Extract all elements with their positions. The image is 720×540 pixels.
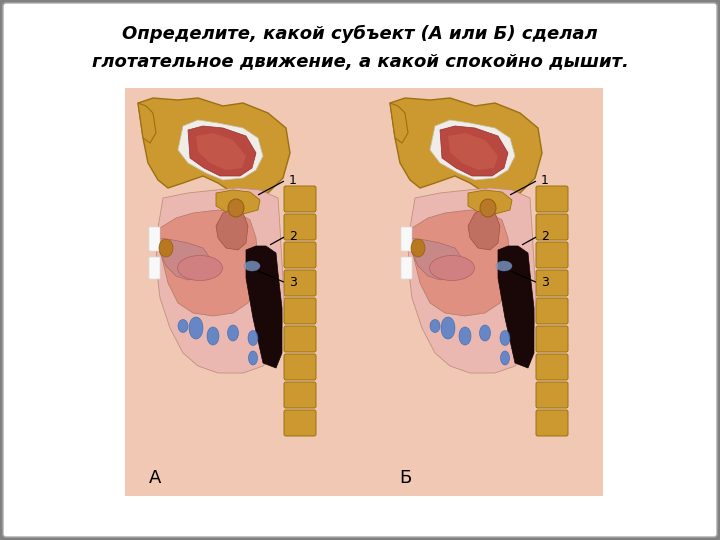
FancyBboxPatch shape <box>149 257 160 279</box>
FancyBboxPatch shape <box>536 242 568 268</box>
Ellipse shape <box>500 330 510 346</box>
Text: 1: 1 <box>289 173 297 186</box>
Polygon shape <box>448 133 498 170</box>
Ellipse shape <box>228 199 244 217</box>
Ellipse shape <box>480 325 490 341</box>
FancyBboxPatch shape <box>401 227 412 251</box>
FancyBboxPatch shape <box>284 242 316 268</box>
FancyBboxPatch shape <box>284 326 316 352</box>
Text: 2: 2 <box>289 230 297 242</box>
Polygon shape <box>430 120 515 180</box>
Polygon shape <box>390 103 408 143</box>
Polygon shape <box>156 238 210 280</box>
Ellipse shape <box>441 317 455 339</box>
Polygon shape <box>160 210 258 316</box>
Ellipse shape <box>459 327 471 345</box>
FancyBboxPatch shape <box>284 410 316 436</box>
Ellipse shape <box>430 255 474 280</box>
Polygon shape <box>412 210 510 316</box>
FancyBboxPatch shape <box>536 354 568 380</box>
Ellipse shape <box>228 325 238 341</box>
Ellipse shape <box>411 239 425 257</box>
Ellipse shape <box>248 330 258 346</box>
Polygon shape <box>468 210 500 250</box>
Text: 1: 1 <box>541 173 549 186</box>
FancyBboxPatch shape <box>284 382 316 408</box>
Polygon shape <box>216 190 260 214</box>
Polygon shape <box>408 238 462 280</box>
FancyBboxPatch shape <box>125 88 603 496</box>
FancyBboxPatch shape <box>536 270 568 296</box>
Ellipse shape <box>248 351 258 365</box>
Polygon shape <box>216 210 248 250</box>
Text: А: А <box>149 469 161 487</box>
FancyBboxPatch shape <box>284 298 316 324</box>
Ellipse shape <box>178 320 188 333</box>
Ellipse shape <box>189 317 203 339</box>
Polygon shape <box>138 103 156 143</box>
Polygon shape <box>196 133 246 170</box>
FancyBboxPatch shape <box>536 298 568 324</box>
Ellipse shape <box>159 239 173 257</box>
Polygon shape <box>188 126 256 176</box>
Ellipse shape <box>500 351 510 365</box>
FancyBboxPatch shape <box>284 354 316 380</box>
FancyBboxPatch shape <box>536 410 568 436</box>
FancyBboxPatch shape <box>536 326 568 352</box>
Text: глотательное движение, а какой спокойно дышит.: глотательное движение, а какой спокойно … <box>91 53 629 71</box>
FancyBboxPatch shape <box>401 257 412 279</box>
Polygon shape <box>468 190 512 214</box>
FancyBboxPatch shape <box>536 186 568 212</box>
Ellipse shape <box>244 261 260 271</box>
Polygon shape <box>138 98 290 198</box>
Text: Определите, какой субъект (А или Б) сделал: Определите, какой субъект (А или Б) сдел… <box>122 25 598 43</box>
FancyBboxPatch shape <box>3 3 717 537</box>
Text: Б: Б <box>399 469 411 487</box>
Polygon shape <box>498 246 534 368</box>
Ellipse shape <box>178 255 222 280</box>
FancyBboxPatch shape <box>149 227 160 251</box>
FancyBboxPatch shape <box>536 382 568 408</box>
Polygon shape <box>440 126 508 176</box>
Ellipse shape <box>496 261 512 271</box>
Ellipse shape <box>430 320 440 333</box>
FancyBboxPatch shape <box>284 270 316 296</box>
Polygon shape <box>156 188 284 373</box>
FancyBboxPatch shape <box>284 186 316 212</box>
FancyBboxPatch shape <box>536 214 568 240</box>
Polygon shape <box>178 120 263 180</box>
Text: 3: 3 <box>289 276 297 289</box>
Ellipse shape <box>480 199 496 217</box>
Text: 2: 2 <box>541 230 549 242</box>
FancyBboxPatch shape <box>284 214 316 240</box>
Ellipse shape <box>207 327 219 345</box>
Text: 3: 3 <box>541 276 549 289</box>
Polygon shape <box>390 98 542 198</box>
Polygon shape <box>408 188 536 373</box>
Polygon shape <box>246 246 282 368</box>
